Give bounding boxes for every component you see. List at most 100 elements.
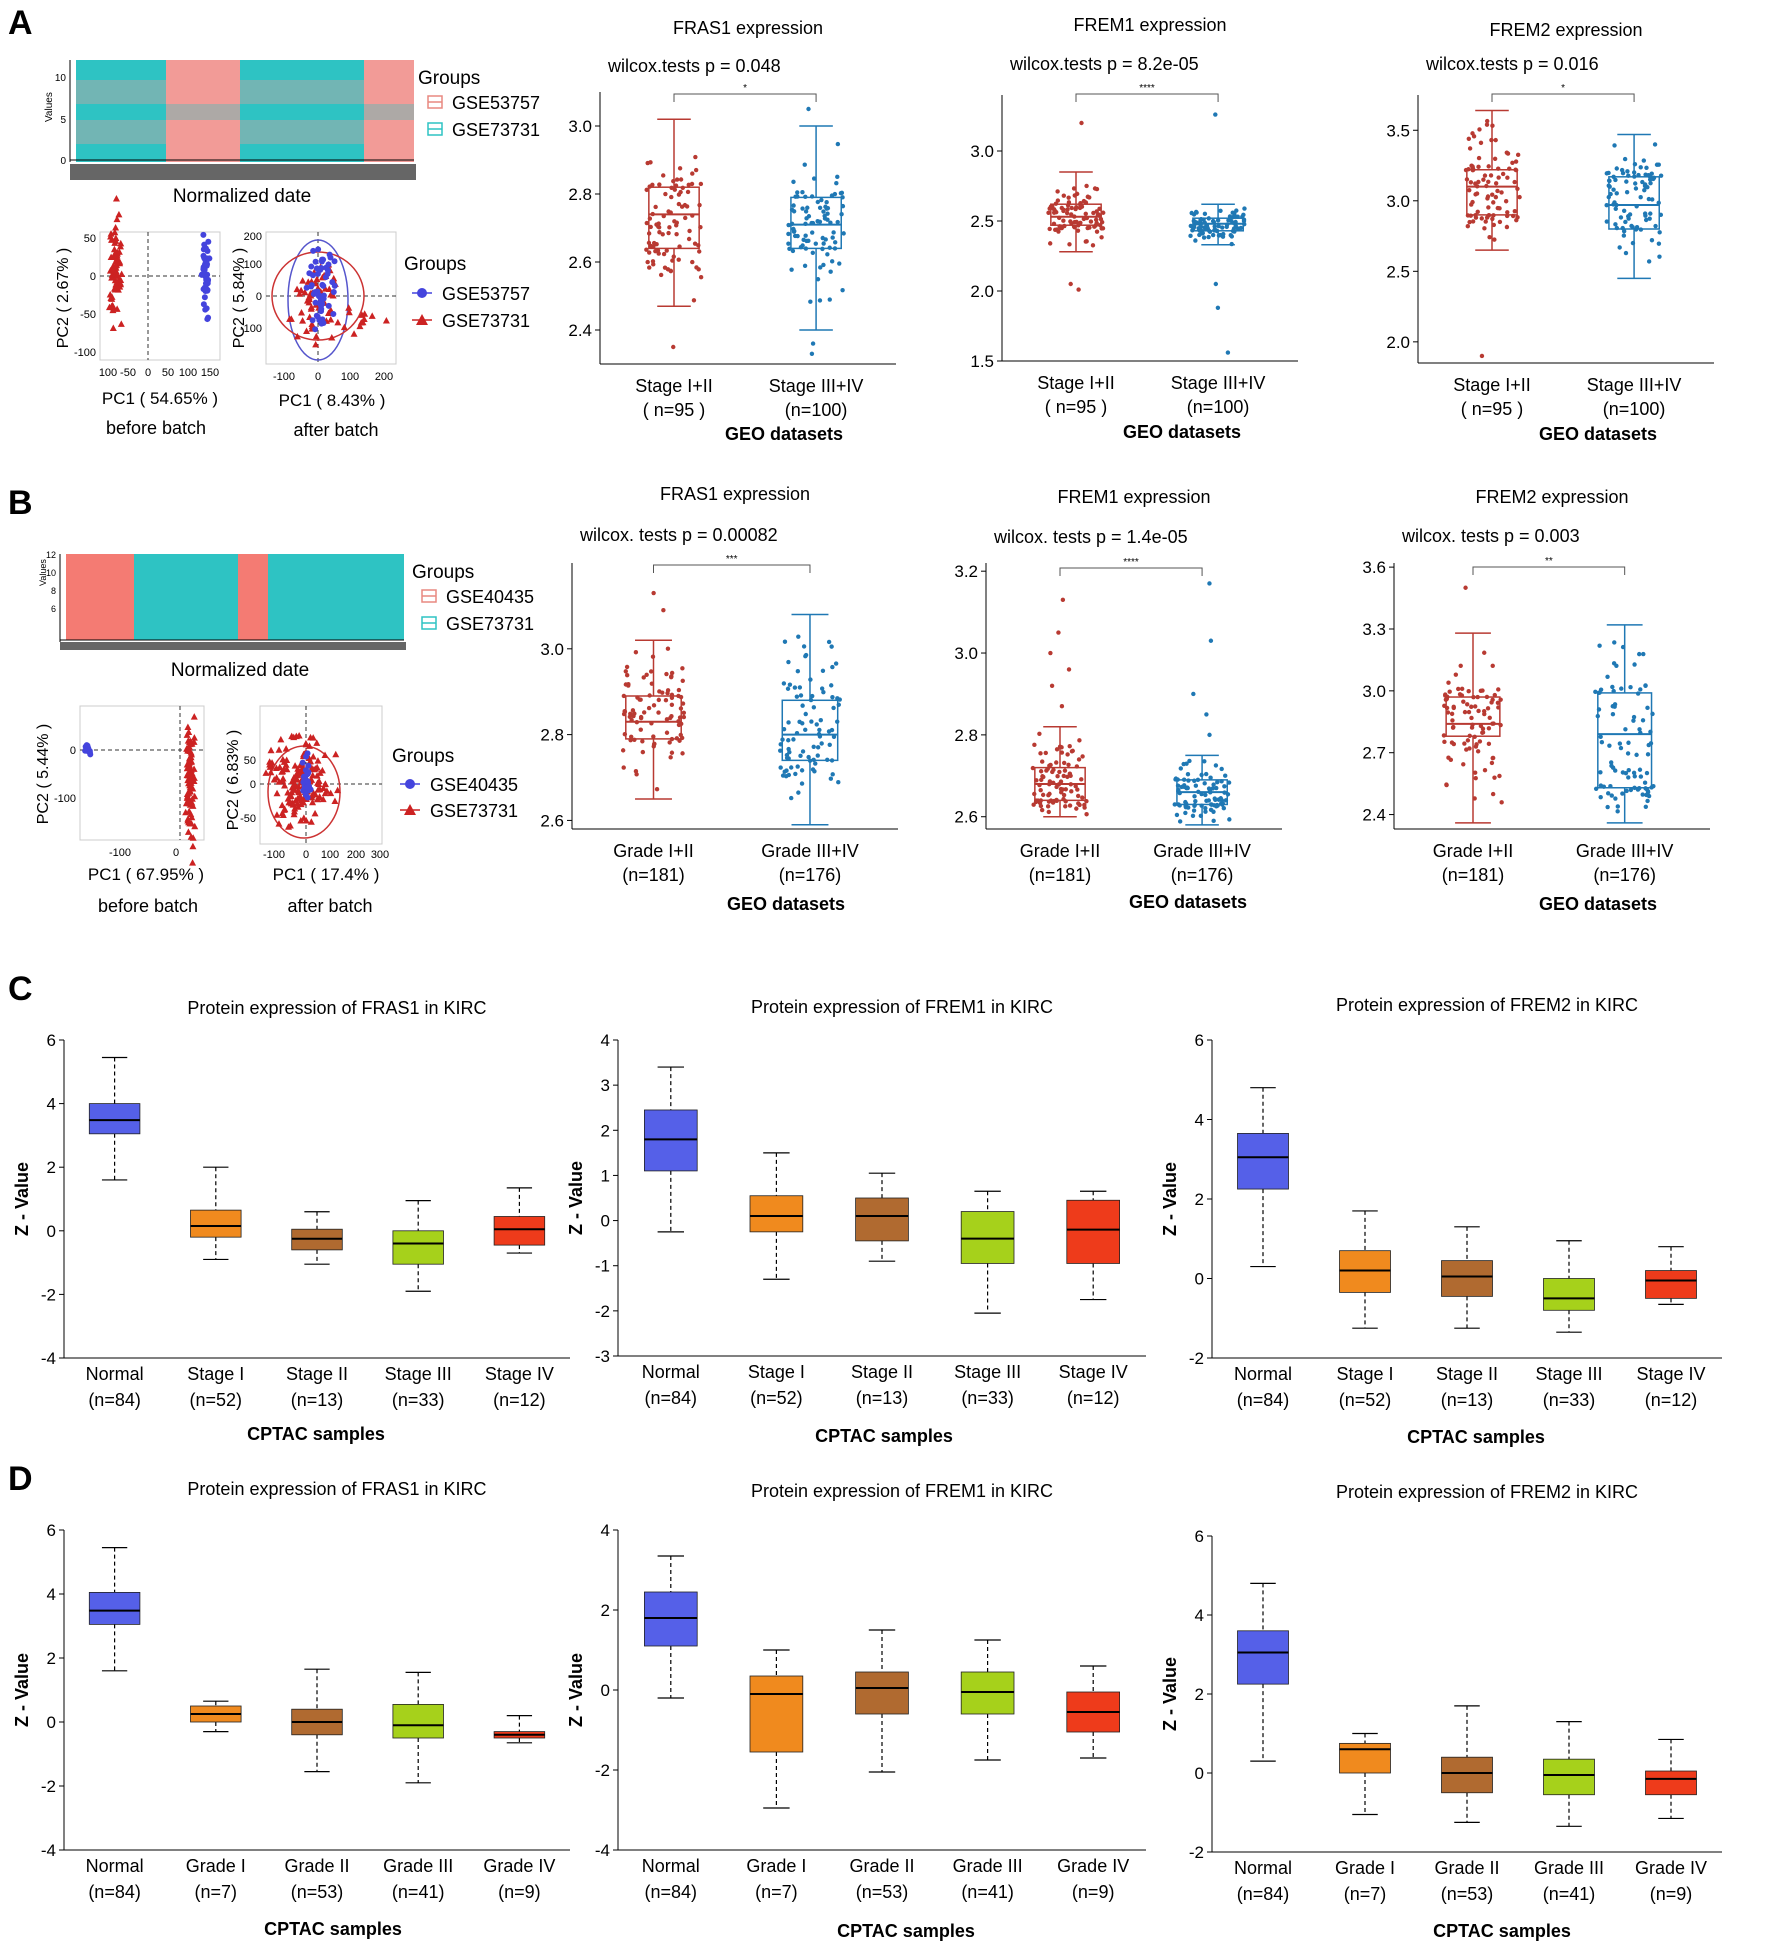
pca-point	[262, 769, 270, 776]
pca-point	[330, 311, 337, 318]
data-point	[689, 181, 695, 187]
pca-a-after-xtick-0: -100	[273, 371, 295, 383]
data-point	[1646, 196, 1652, 202]
y-tick-label: 4	[1195, 1111, 1204, 1130]
data-point	[1513, 159, 1519, 164]
data-point	[644, 247, 649, 252]
data-point	[1442, 739, 1447, 745]
data-point	[1085, 194, 1091, 199]
data-point	[1046, 809, 1052, 815]
data-point	[668, 715, 673, 721]
group-count: (n=12)	[493, 1390, 546, 1410]
data-point	[1490, 791, 1496, 797]
group-count: (n=53)	[856, 1882, 909, 1902]
data-point	[1493, 194, 1499, 200]
pca-b-legend-title: Groups	[392, 746, 454, 767]
data-point	[794, 731, 800, 736]
data-point	[1644, 165, 1649, 170]
data-point	[1220, 802, 1225, 807]
data-point	[676, 719, 681, 724]
y-tick-label: 0	[601, 1212, 610, 1231]
data-point	[810, 230, 815, 235]
data-point	[1628, 685, 1633, 690]
data-point	[1208, 790, 1213, 795]
y-tick-label: -4	[41, 1349, 56, 1368]
data-point	[623, 669, 628, 674]
data-point	[646, 231, 652, 236]
group-label: Normal	[642, 1362, 700, 1382]
y-tick-label: -2	[41, 1777, 56, 1796]
data-point	[1073, 206, 1078, 212]
data-point	[620, 748, 626, 753]
data-point	[1199, 803, 1204, 808]
data-point	[690, 213, 695, 218]
data-point	[1623, 250, 1629, 256]
group-label: Stage IV	[1636, 1364, 1705, 1384]
y-axis-title: Z - Value	[566, 1161, 586, 1235]
box	[1441, 1260, 1493, 1297]
pca-a-before-xlabel: PC1 ( 54.65% )	[102, 389, 218, 408]
data-point	[1227, 214, 1233, 219]
pca-b-after-ytick-1: 0	[250, 779, 256, 791]
data-point	[1084, 183, 1089, 189]
data-point	[809, 194, 815, 199]
y-tick-label: 3.2	[954, 562, 978, 581]
pca-b-after-ytick-0: 50	[244, 755, 256, 767]
y-tick-label: 6	[1195, 1031, 1204, 1050]
x-axis-title: GEO datasets	[1539, 894, 1657, 914]
data-point	[837, 697, 842, 702]
data-point	[787, 682, 793, 687]
data-point	[1615, 804, 1620, 809]
heatmap-b-legend-title: Groups	[412, 562, 474, 583]
pca-b-before-ytick-1: -100	[54, 793, 76, 805]
significance-bracket	[1472, 566, 1626, 575]
data-point	[1442, 703, 1447, 709]
data-point	[1030, 765, 1036, 771]
data-point	[1469, 704, 1474, 709]
data-point	[1037, 800, 1043, 806]
data-point	[781, 681, 787, 686]
pca-point	[299, 277, 307, 284]
data-point	[1061, 792, 1067, 798]
data-point	[829, 259, 835, 264]
data-point	[778, 748, 783, 753]
data-point	[1183, 799, 1188, 805]
data-point	[1459, 686, 1465, 692]
data-point	[1613, 796, 1618, 801]
data-point	[1647, 177, 1653, 182]
data-point	[1643, 217, 1649, 223]
data-point	[798, 753, 803, 759]
pca-point	[331, 797, 339, 805]
chart-title: Protein expression of FRAS1 in KIRC	[187, 998, 486, 1018]
pca-point	[313, 739, 321, 746]
y-axis-title: Z - Value	[1160, 1162, 1180, 1236]
pca-point	[187, 758, 195, 765]
data-point	[835, 719, 840, 724]
data-point	[1075, 793, 1081, 799]
data-point	[1473, 181, 1478, 186]
data-point	[634, 772, 639, 777]
group-count: (n=84)	[1237, 1390, 1290, 1410]
pca-point	[314, 757, 322, 764]
data-point	[698, 224, 703, 230]
data-point	[1492, 237, 1497, 242]
data-point	[1466, 167, 1471, 172]
pca-b-after-xtick-3: 200	[347, 849, 365, 861]
pca-point	[313, 795, 321, 803]
data-point	[1214, 785, 1219, 791]
pca-point	[108, 302, 116, 310]
data-point	[784, 768, 789, 773]
pca-point	[115, 210, 123, 218]
data-point	[1642, 187, 1647, 193]
data-point	[790, 248, 796, 254]
data-point	[819, 686, 825, 691]
pca-a-after-caption: after batch	[293, 420, 378, 440]
data-point	[1471, 694, 1476, 700]
heatmap-a-legend-item-1: GSE53757	[427, 93, 540, 113]
data-point	[1233, 223, 1238, 228]
x-axis-title: GEO datasets	[727, 894, 845, 914]
pca-a-before: PC2 ( 2.67% ) 100 -50 0 50 100 150 50 0 …	[55, 195, 221, 438]
data-point	[1637, 651, 1642, 657]
y-tick-label: 2.8	[540, 726, 564, 745]
pca-point	[108, 293, 116, 300]
